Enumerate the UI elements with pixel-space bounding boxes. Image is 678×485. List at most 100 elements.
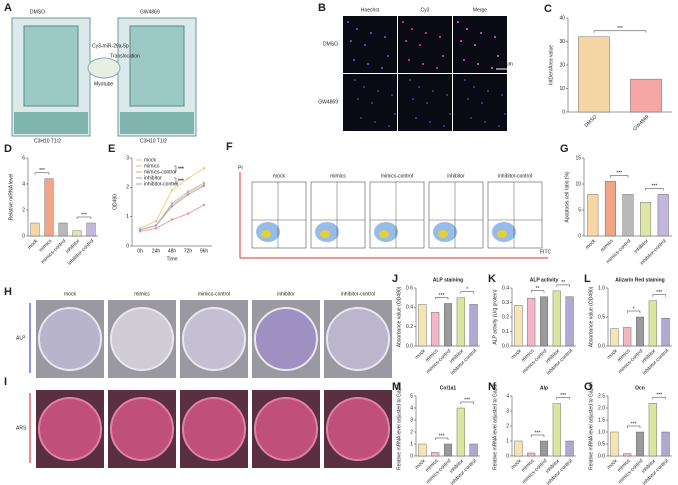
x-tick-label: mock — [584, 238, 597, 251]
y-tick-label: 0.1 — [502, 329, 509, 335]
cell-dot — [429, 121, 431, 123]
label: C3H10 T1/2 — [34, 138, 61, 144]
significance-label: *** — [439, 433, 445, 439]
bar — [514, 440, 523, 457]
x-tick-label: DMSO — [584, 114, 599, 129]
bar — [86, 222, 96, 237]
bar — [418, 304, 427, 347]
well — [254, 307, 318, 371]
y-tick-label: 40 — [559, 15, 565, 21]
y-tick-label: 0.6 — [406, 285, 413, 291]
cell-dot — [374, 121, 376, 123]
y-tick-label: 5 — [578, 207, 581, 213]
cell-dot — [391, 94, 393, 96]
significance-bracket — [645, 188, 664, 191]
cell-dot — [497, 55, 499, 57]
well — [110, 397, 174, 461]
y-tick-label: 0.5 — [598, 314, 605, 320]
significance-label: *** — [651, 184, 657, 190]
bar — [431, 452, 440, 457]
y-tick-label: 6 — [22, 155, 25, 161]
legend-label: mimics-control — [144, 169, 176, 175]
well — [254, 397, 318, 461]
cell-dot — [419, 44, 421, 46]
bar — [431, 311, 440, 347]
column-label: Hoechst — [361, 7, 380, 13]
significance-bracket — [530, 290, 545, 293]
flow-core — [438, 230, 448, 238]
label: C3H10 T1/2 — [140, 138, 167, 144]
cell-dot — [402, 21, 404, 23]
medium-right — [120, 112, 194, 134]
cell-dot — [498, 125, 500, 127]
bar — [565, 440, 574, 457]
well — [182, 307, 246, 371]
cell-dot — [425, 32, 427, 34]
y-axis-label: Relative mRNA level adjusted to Gapdh — [492, 382, 498, 470]
panel-a: A DMSO GW4869 Cy3-miR-29a-5p Translocati… — [4, 2, 197, 144]
panel-label: J — [392, 273, 398, 285]
panel-label: A — [4, 2, 12, 14]
bar — [469, 304, 478, 347]
label: GW4869 — [140, 9, 160, 15]
micrograph — [453, 74, 507, 131]
dish — [87, 57, 121, 79]
cell-dot — [350, 40, 352, 42]
point — [186, 177, 190, 180]
chart-title: Alp — [540, 385, 548, 391]
y-tick-label: 20 — [559, 62, 565, 68]
y-tick-label: 1 — [506, 438, 509, 444]
panel-label: O — [584, 381, 593, 393]
column-label: Cy3 — [421, 7, 430, 13]
bar — [648, 300, 657, 347]
y-tick-label: 2 — [506, 423, 509, 429]
significance-label: * — [466, 287, 468, 293]
panel-label: M — [392, 381, 401, 393]
y-axis-label: Relative miRNA level — [8, 174, 14, 221]
significance-bracket — [460, 401, 474, 404]
bar — [418, 443, 427, 457]
bar — [604, 181, 616, 237]
cell-dot — [364, 44, 366, 46]
panel-label: F — [226, 141, 233, 153]
point — [186, 193, 190, 196]
y-tick-label: 10 — [575, 181, 581, 187]
group-label: inhibitor — [447, 173, 465, 179]
row-label: GW4869 — [318, 99, 338, 105]
bar — [661, 317, 670, 347]
significance-bracket — [174, 177, 177, 185]
label: DMSO — [30, 9, 45, 15]
significance-bracket — [460, 291, 474, 294]
panel-label: D — [4, 143, 12, 155]
significance-label: *** — [464, 397, 470, 403]
cell-dot — [466, 28, 468, 30]
y-axis-label: Relative mRNA level adjusted to Gapdh — [396, 382, 402, 470]
y-tick-label: 2.5 — [598, 393, 605, 399]
cell-dot — [474, 44, 476, 46]
row-label: DMSO — [323, 41, 338, 47]
cell-dot — [501, 94, 503, 96]
significance-bracket — [626, 425, 641, 428]
bar — [657, 194, 669, 237]
flow-core — [320, 230, 330, 238]
cell-dot — [356, 28, 358, 30]
well — [326, 307, 390, 371]
significance-bracket — [434, 297, 449, 300]
y-tick-label: 2 — [126, 185, 129, 191]
y-tick-label: 0.4 — [406, 305, 413, 311]
bar — [640, 201, 652, 237]
y-tick-label: 0 — [506, 453, 509, 459]
cell-dot — [387, 55, 389, 57]
y-tick-label: 0.3 — [502, 300, 509, 306]
point — [186, 212, 190, 215]
well — [326, 397, 390, 461]
cell-dot — [381, 67, 383, 69]
significance-bracket — [76, 216, 92, 219]
legend-label: inhibitor-control — [144, 181, 178, 187]
y-tick-label: 0.2 — [406, 324, 413, 330]
label: Cy3-miR-29a-5p — [92, 43, 129, 49]
micrograph — [398, 16, 452, 73]
point — [186, 190, 190, 193]
panel-label: L — [584, 273, 591, 285]
